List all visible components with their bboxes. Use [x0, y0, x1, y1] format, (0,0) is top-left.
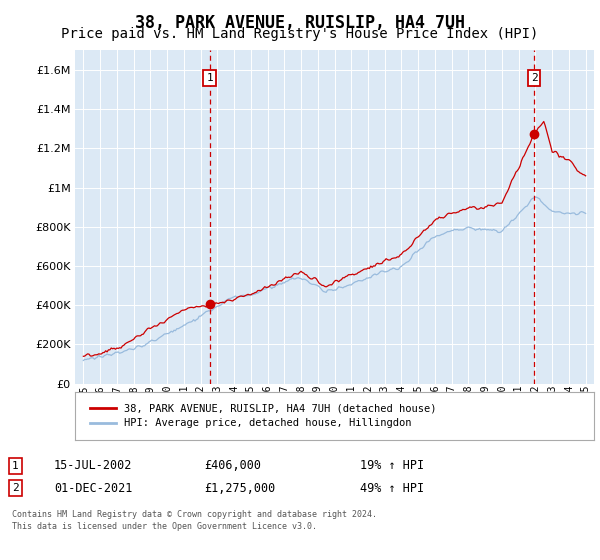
Text: 19% ↑ HPI: 19% ↑ HPI	[360, 459, 424, 473]
Text: £1,275,000: £1,275,000	[204, 482, 275, 495]
Text: This data is licensed under the Open Government Licence v3.0.: This data is licensed under the Open Gov…	[12, 522, 317, 531]
Text: £406,000: £406,000	[204, 459, 261, 473]
Text: 1: 1	[206, 73, 213, 83]
Text: 01-DEC-2021: 01-DEC-2021	[54, 482, 133, 495]
Text: 1: 1	[12, 461, 19, 471]
Text: 2: 2	[530, 73, 538, 83]
Text: 38, PARK AVENUE, RUISLIP, HA4 7UH: 38, PARK AVENUE, RUISLIP, HA4 7UH	[135, 14, 465, 32]
Text: 15-JUL-2002: 15-JUL-2002	[54, 459, 133, 473]
Text: Price paid vs. HM Land Registry's House Price Index (HPI): Price paid vs. HM Land Registry's House …	[61, 27, 539, 41]
Text: 2: 2	[12, 483, 19, 493]
Legend: 38, PARK AVENUE, RUISLIP, HA4 7UH (detached house), HPI: Average price, detached: 38, PARK AVENUE, RUISLIP, HA4 7UH (detac…	[85, 399, 440, 432]
Text: 49% ↑ HPI: 49% ↑ HPI	[360, 482, 424, 495]
Text: Contains HM Land Registry data © Crown copyright and database right 2024.: Contains HM Land Registry data © Crown c…	[12, 510, 377, 519]
